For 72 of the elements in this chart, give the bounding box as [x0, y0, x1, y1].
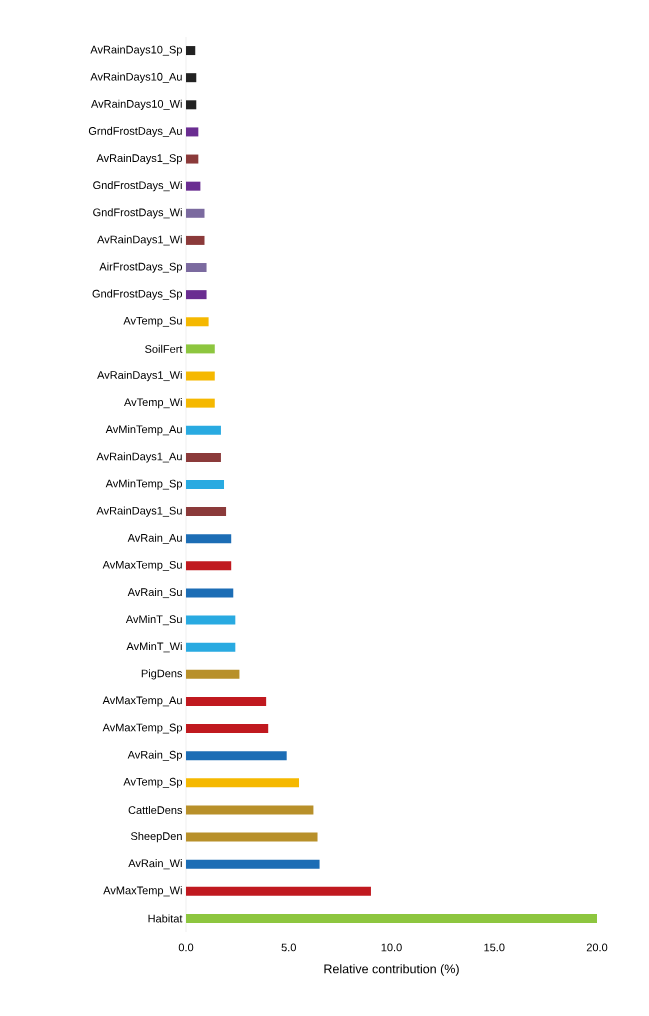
bar: [186, 913, 597, 923]
y-tick-label: AvMaxTemp_Wi: [103, 886, 182, 897]
y-tick-label: AvRain_Au: [127, 533, 182, 544]
bar: [186, 534, 232, 544]
bar: [186, 100, 197, 110]
bar: [186, 398, 215, 408]
bar: [186, 127, 199, 137]
bar: [186, 344, 215, 354]
y-tick-label: Habitat: [148, 914, 183, 923]
y-tick-label: AvTemp_Wi: [124, 398, 182, 409]
y-tick-label: AvRainDays1_Wi: [97, 370, 182, 382]
y-tick-label: AvTemp_Sp: [123, 777, 183, 788]
y-tick-label: CattleDens: [128, 805, 183, 814]
bar: [186, 317, 209, 327]
y-tick-label: GndFrostDays_Sp: [92, 289, 183, 300]
bar: [186, 73, 197, 83]
bar: [186, 208, 205, 218]
bar: [186, 290, 207, 300]
bar: [186, 615, 236, 625]
y-tick-label: AvTemp_Su: [123, 316, 182, 327]
y-tick-label: AvMinTemp_Sp: [105, 479, 183, 490]
y-tick-label: AvRainDays1_Sp: [96, 153, 182, 165]
bar: [186, 724, 269, 734]
y-tick-label: AvRainDays10_Wi: [90, 99, 182, 110]
x-tick-label: 15.0: [484, 943, 505, 952]
bar: [186, 46, 196, 56]
bar: [186, 263, 207, 273]
x-tick-label: 10.0: [381, 943, 402, 952]
bar: [186, 805, 314, 815]
bar: [186, 181, 201, 191]
bar: [186, 480, 225, 489]
y-tick-label: SoilFert: [145, 344, 183, 353]
bar: [186, 696, 267, 706]
bar: [186, 235, 205, 245]
bar: [186, 507, 227, 517]
y-tick-label: AvMaxTemp_Sp: [102, 723, 183, 734]
x-tick-label: 20.0: [586, 943, 608, 952]
y-tick-label: AvRainDays10_Sp: [90, 45, 182, 56]
y-tick-label: AvRain_Wi: [128, 859, 182, 870]
bar: [186, 561, 232, 571]
y-tick-label: AvRain_Sp: [127, 750, 183, 761]
y-tick-label: AvRainDays1_Wi: [97, 235, 182, 246]
bar: [186, 832, 318, 842]
bar: [186, 751, 287, 761]
bar: [186, 425, 221, 435]
y-tick-label: AvMinT_Wi: [126, 642, 182, 653]
x-tick-label: 0.0: [178, 943, 194, 952]
y-tick-label: GndFrostDays_Wi: [93, 181, 182, 192]
bar: [186, 778, 300, 788]
y-tick-label: AvRainDays10_Au: [90, 72, 182, 83]
bar: [186, 371, 215, 381]
bar: [186, 859, 320, 869]
y-tick-label: AvRainDays1_Su: [96, 506, 182, 517]
x-axis-title: Relative contribution (%): [324, 964, 459, 976]
bar: [186, 588, 234, 598]
y-tick-label: SheepDen: [130, 831, 182, 843]
x-tick-label: 5.0: [281, 943, 296, 952]
y-tick-label: AirFrostDays_Sp: [99, 262, 183, 273]
y-tick-label: AvMinT_Su: [125, 615, 182, 626]
y-tick-label: AvMaxTemp_Su: [102, 560, 182, 571]
bar: [186, 452, 221, 462]
y-tick-label: AvRain_Su: [127, 587, 182, 599]
y-tick-label: AvMaxTemp_Au: [102, 696, 182, 707]
y-tick-label: AvMinTemp_Au: [105, 425, 182, 436]
bar: [186, 669, 240, 679]
bar: [186, 154, 199, 164]
y-tick-label: AvRainDays1_Au: [96, 452, 182, 463]
bar: [186, 886, 371, 896]
y-tick-label: PigDens: [141, 669, 183, 680]
y-tick-label: GrndFrostDays_Au: [88, 126, 182, 138]
y-tick-label: GndFrostDays_Wi: [93, 208, 182, 219]
bar: [186, 642, 236, 652]
